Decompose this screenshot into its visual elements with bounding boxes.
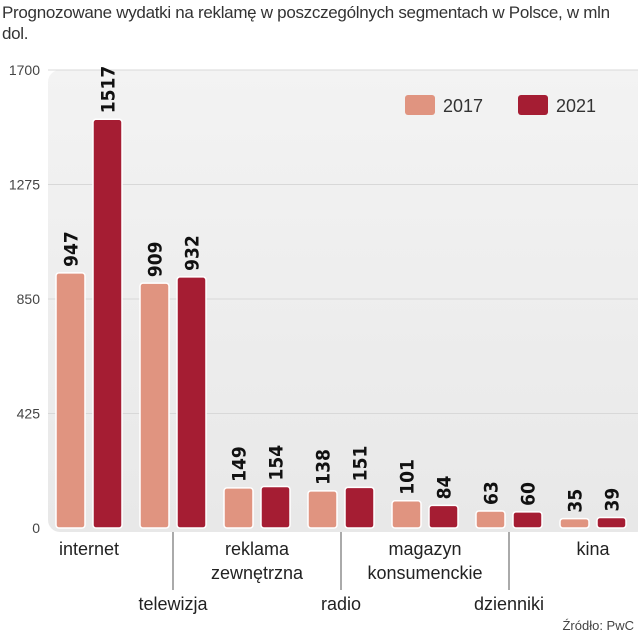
legend-label: 2017 [443, 96, 483, 116]
bar-2017 [475, 510, 506, 529]
chart-title: Prognozowane wydatki na reklamę w poszcz… [2, 3, 610, 43]
data-label: 39 [602, 488, 624, 512]
data-label: 149 [229, 446, 251, 482]
category-label: telewizja [138, 594, 208, 614]
data-label: 101 [397, 459, 419, 495]
bar-2021 [596, 516, 627, 529]
bar-2017 [391, 500, 422, 529]
bar-2021 [92, 118, 123, 529]
y-tick-label: 1700 [9, 62, 40, 78]
data-label: 909 [145, 241, 167, 277]
data-label: 138 [313, 449, 335, 485]
data-label: 63 [481, 481, 503, 505]
data-label: 1517 [98, 66, 120, 114]
bar-2017 [55, 272, 86, 529]
legend-label: 2021 [556, 96, 596, 116]
data-label: 84 [434, 475, 456, 499]
category-label: konsumenckie [367, 563, 482, 583]
bar-2017 [559, 517, 590, 529]
category-label: internet [59, 539, 119, 559]
y-tick-label: 850 [17, 291, 41, 307]
legend-swatch-2017 [405, 95, 435, 115]
bar-2021 [176, 276, 207, 529]
bar-2021 [260, 485, 291, 529]
y-tick-label: 425 [17, 406, 41, 422]
category-label: magazyn [388, 539, 461, 559]
data-label: 151 [350, 446, 372, 482]
category-label: kina [576, 539, 610, 559]
category-label: dzienniki [474, 594, 544, 614]
data-label: 154 [266, 445, 288, 481]
bar-2021 [512, 511, 543, 529]
y-tick-label: 1275 [9, 177, 40, 193]
data-label: 947 [61, 231, 83, 267]
bar-2021 [428, 504, 459, 529]
bar-2017 [223, 487, 254, 529]
bar-2021 [344, 486, 375, 529]
bar-2017 [139, 282, 170, 529]
bar-2017 [307, 490, 338, 529]
data-label: 35 [565, 489, 587, 513]
legend-swatch-2021 [518, 95, 548, 115]
source-note: Źródło: PwC [562, 618, 634, 633]
category-label: reklama [225, 539, 290, 559]
plot-area [48, 70, 638, 532]
y-tick-label: 0 [32, 520, 40, 536]
category-label: zewnętrzna [211, 563, 304, 583]
data-label: 932 [182, 235, 204, 271]
data-label: 60 [518, 482, 540, 506]
category-label: radio [321, 594, 361, 614]
